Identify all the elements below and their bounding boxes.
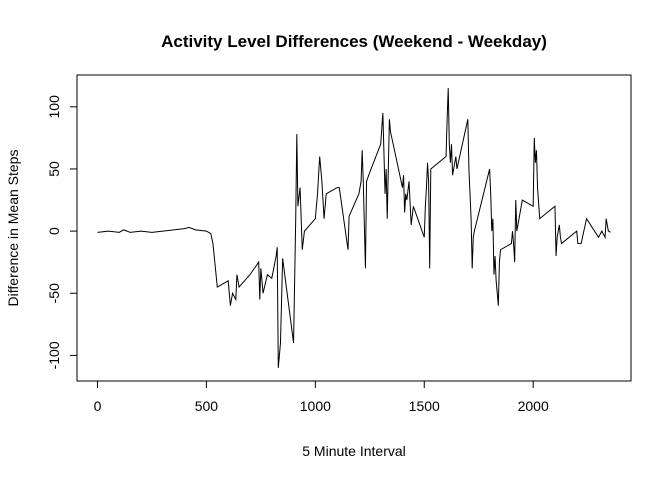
y-tick-label: 100 bbox=[46, 95, 62, 119]
y-tick-label: -50 bbox=[46, 283, 62, 303]
x-axis-label: 5 Minute Interval bbox=[302, 443, 406, 459]
x-tick-label: 1500 bbox=[409, 398, 440, 414]
x-tick-label: 1000 bbox=[300, 398, 331, 414]
chart-title: Activity Level Differences (Weekend - We… bbox=[161, 32, 547, 51]
y-axis-label: Difference in Mean Steps bbox=[5, 150, 21, 307]
y-tick-label: 0 bbox=[46, 227, 62, 235]
x-tick-label: 2000 bbox=[518, 398, 549, 414]
data-line bbox=[97, 88, 611, 368]
y-tick-label: -100 bbox=[46, 341, 62, 369]
x-tick-label: 500 bbox=[195, 398, 219, 414]
plot-box bbox=[76, 74, 632, 382]
y-tick-label: 50 bbox=[46, 161, 62, 177]
x-tick-label: 0 bbox=[94, 398, 102, 414]
